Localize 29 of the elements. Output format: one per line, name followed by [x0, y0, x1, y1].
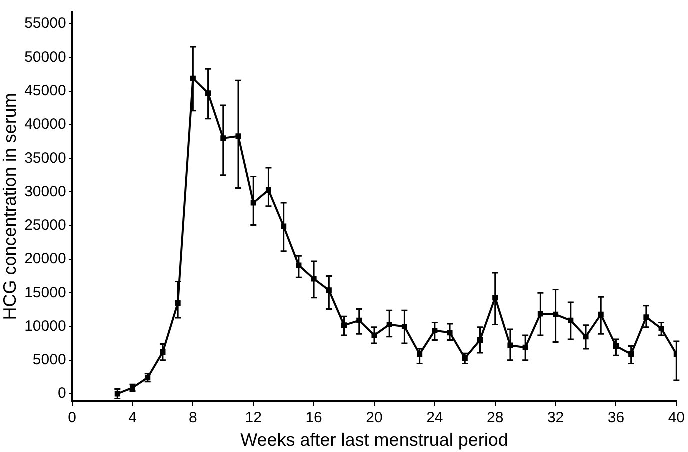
y-tick-label: 10000: [24, 318, 66, 335]
y-tick-label: 15000: [24, 284, 66, 302]
x-tick-label: 28: [487, 410, 504, 427]
x-tick-label: 16: [306, 410, 322, 427]
x-tick-label: 36: [608, 410, 625, 427]
y-tick-label: 45000: [24, 82, 66, 100]
y-tick-label: 40000: [24, 116, 66, 134]
y-tick-label: 20000: [24, 250, 66, 268]
y-tick-label: 0: [58, 385, 66, 402]
point: [583, 334, 589, 340]
x-tick-label: 8: [189, 410, 198, 427]
y-tick-label: 30000: [24, 183, 66, 200]
y-tick-label: 5000: [32, 352, 66, 369]
point: [372, 332, 378, 338]
y-tick-label: 25000: [24, 217, 66, 234]
x-tick-label: 20: [366, 410, 383, 427]
y-tick-label: 35000: [24, 150, 66, 167]
x-tick-label: 40: [668, 410, 685, 427]
x-tick-label: 24: [426, 410, 444, 427]
x-tick-label: 4: [128, 410, 137, 427]
x-tick-label: 12: [245, 410, 262, 427]
y-axis-title: HCG concentration in serum: [0, 93, 20, 320]
point: [236, 134, 242, 140]
point: [311, 276, 317, 282]
x-tick-label: 32: [547, 410, 564, 427]
y-tick-label: 55000: [24, 15, 66, 32]
x-axis-title: Weeks after last menstrual period: [240, 430, 508, 450]
y-tick-label: 50000: [24, 48, 66, 66]
point: [250, 200, 256, 206]
